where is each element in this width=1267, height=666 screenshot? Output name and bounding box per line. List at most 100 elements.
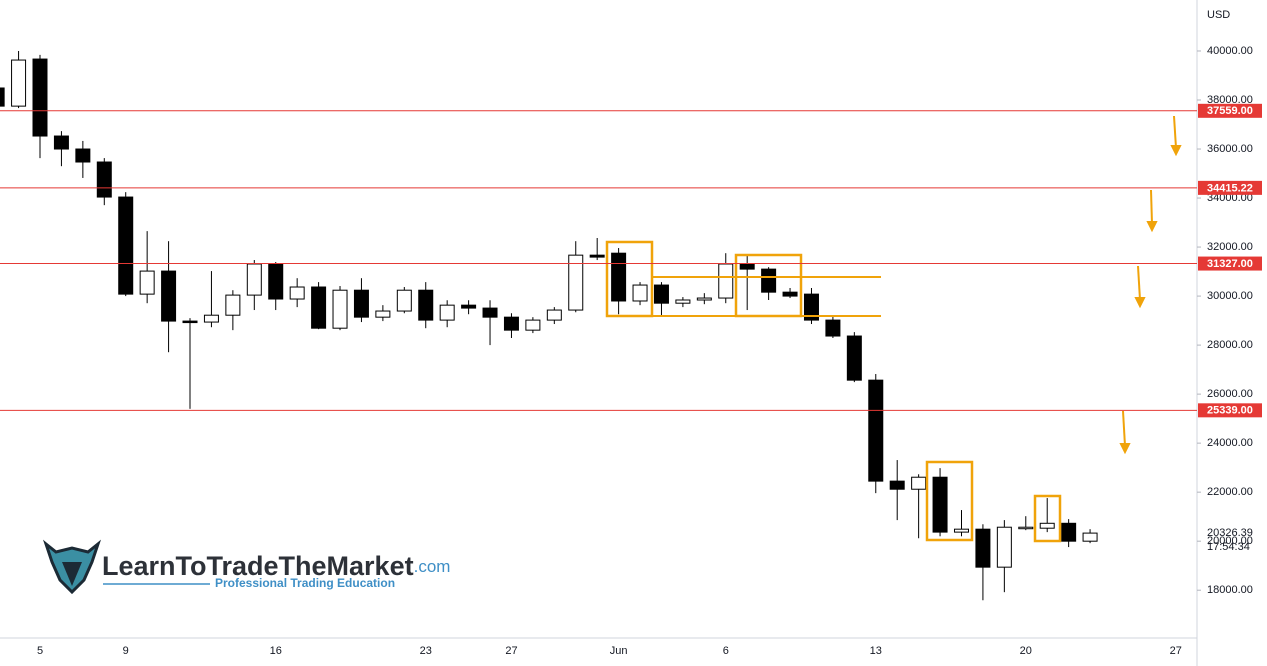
candle-body bbox=[632, 284, 648, 302]
candle-body bbox=[11, 59, 27, 107]
candle-body bbox=[375, 310, 391, 318]
arrow bbox=[1150, 189, 1153, 225]
candle-body bbox=[1061, 522, 1077, 542]
y-tick-label: 18000.00 bbox=[1207, 584, 1253, 596]
annotations bbox=[605, 240, 1062, 543]
candle-body bbox=[568, 254, 584, 311]
highlight-box bbox=[925, 460, 974, 542]
arrow-head bbox=[1134, 297, 1146, 309]
candle-body bbox=[332, 289, 348, 329]
y-tick-label: 32000.00 bbox=[1207, 241, 1253, 253]
y-tick-label: 40000.00 bbox=[1207, 45, 1253, 57]
logo-icon-detail bbox=[62, 562, 82, 586]
arrow bbox=[1137, 265, 1141, 301]
arrows bbox=[1119, 115, 1182, 455]
y-tick-label: 34000.00 bbox=[1207, 192, 1253, 204]
candle-body bbox=[503, 316, 519, 331]
last-price: 20326.39 bbox=[1207, 527, 1253, 539]
candle-body bbox=[246, 263, 262, 296]
x-tick-label: 6 bbox=[723, 645, 729, 657]
candle-body bbox=[782, 291, 798, 297]
level-label-bg bbox=[1198, 403, 1262, 418]
candle-body bbox=[589, 254, 605, 258]
candle-body bbox=[761, 268, 777, 293]
y-tick-label: 28000.00 bbox=[1207, 339, 1253, 351]
logo: LearnToTradeTheMarket.com Professional T… bbox=[42, 539, 450, 595]
countdown: 17:54:34 bbox=[1207, 541, 1250, 553]
brand-suffix: .com bbox=[414, 557, 451, 576]
brand-name-text: LearnToTradeTheMarket bbox=[102, 551, 414, 581]
candle-body bbox=[118, 196, 134, 295]
candle-body bbox=[718, 263, 734, 299]
candle-body bbox=[461, 304, 477, 309]
y-tick-label: 26000.00 bbox=[1207, 388, 1253, 400]
level-label-bg bbox=[1198, 103, 1262, 118]
candle-body bbox=[353, 289, 369, 318]
y-tick-label: 24000.00 bbox=[1207, 437, 1253, 449]
candle-body bbox=[996, 526, 1012, 568]
candle-body bbox=[418, 289, 434, 321]
candle-body bbox=[96, 161, 112, 198]
x-tick-label: 23 bbox=[420, 645, 432, 657]
candle-body bbox=[546, 309, 562, 321]
y-tick-label: 36000.00 bbox=[1207, 143, 1253, 155]
candle-body bbox=[0, 87, 5, 107]
candle-body bbox=[482, 307, 498, 318]
x-tick-label: 27 bbox=[1170, 645, 1182, 657]
candle-body bbox=[203, 314, 219, 323]
arrow bbox=[1173, 115, 1177, 149]
x-tick-label: 13 bbox=[870, 645, 882, 657]
candle-body bbox=[611, 252, 627, 302]
candle-body bbox=[289, 286, 305, 300]
candle-body bbox=[975, 528, 991, 568]
candle-body bbox=[396, 289, 412, 312]
candle-body bbox=[525, 319, 541, 331]
level-label: 34415.22 bbox=[1207, 182, 1253, 194]
candle-body bbox=[953, 528, 969, 533]
level-label-bg bbox=[1198, 180, 1262, 195]
arrow-head bbox=[1170, 145, 1182, 157]
x-tick-label: 27 bbox=[505, 645, 517, 657]
highlight-box bbox=[1033, 494, 1062, 543]
plot-area bbox=[0, 50, 1098, 601]
currency-label: USD bbox=[1207, 9, 1230, 21]
y-tick-label: 20000.00 bbox=[1207, 535, 1253, 547]
y-tick-label: 22000.00 bbox=[1207, 486, 1253, 498]
candle-body bbox=[803, 293, 819, 321]
candle-body bbox=[825, 319, 841, 337]
candle-body bbox=[182, 320, 198, 324]
arrow bbox=[1122, 410, 1126, 447]
candle-body bbox=[675, 299, 691, 304]
x-tick-label: 5 bbox=[37, 645, 43, 657]
x-tick-label: 16 bbox=[270, 645, 282, 657]
candle-body bbox=[653, 284, 669, 304]
x-tick-label: 20 bbox=[1020, 645, 1032, 657]
candle-body bbox=[161, 270, 177, 322]
candle-body bbox=[932, 476, 948, 533]
candle-body bbox=[311, 286, 327, 329]
x-tick-label: Jun bbox=[610, 645, 628, 657]
candle-body bbox=[139, 270, 155, 295]
candle-body bbox=[868, 379, 884, 482]
candle-body bbox=[889, 480, 905, 490]
candle-body bbox=[911, 476, 927, 490]
brand-name: LearnToTradeTheMarket.com bbox=[102, 551, 450, 581]
level-label: 25339.00 bbox=[1207, 405, 1253, 417]
candle-body bbox=[1082, 532, 1098, 542]
candle-body bbox=[739, 263, 755, 270]
candle-body bbox=[1018, 526, 1034, 530]
x-tick-label: 9 bbox=[123, 645, 129, 657]
candle-body bbox=[439, 304, 455, 321]
candle-body bbox=[225, 294, 241, 316]
candle-body bbox=[268, 263, 284, 300]
arrow-head bbox=[1119, 443, 1131, 455]
arrow-head bbox=[1146, 221, 1158, 233]
level-label-bg bbox=[1198, 256, 1262, 271]
candle-body bbox=[846, 335, 862, 381]
level-label: 37559.00 bbox=[1207, 105, 1253, 117]
y-tick-label: 30000.00 bbox=[1207, 290, 1253, 302]
candle-body bbox=[696, 297, 712, 301]
y-tick-label: 38000.00 bbox=[1207, 94, 1253, 106]
candle-body bbox=[32, 58, 48, 137]
